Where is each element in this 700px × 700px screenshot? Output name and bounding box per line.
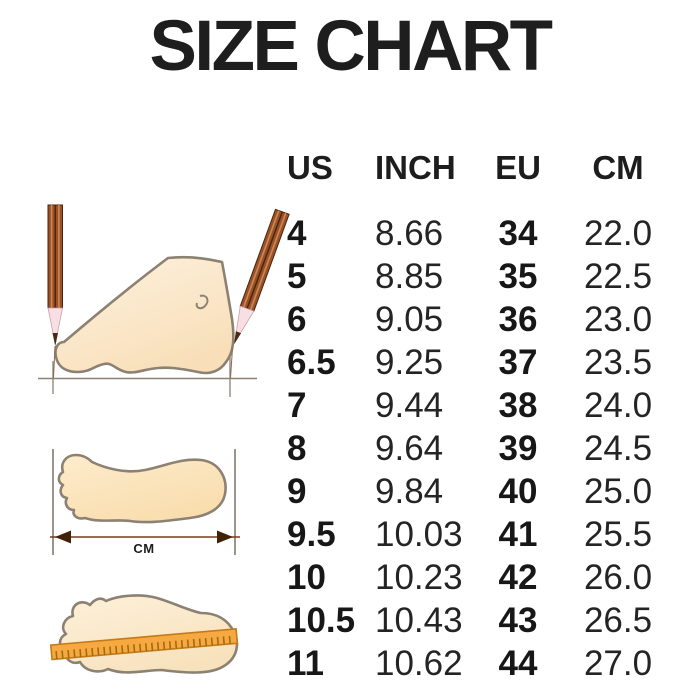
table-row: 8 9.64 39 24.5 <box>278 427 660 470</box>
us-size-cell: 10.5 <box>287 600 356 640</box>
cm-size-cell: 25.0 <box>583 471 653 511</box>
inch-size-cell: 10.62 <box>375 643 463 683</box>
table-row: 10.5 10.43 43 26.5 <box>278 599 660 642</box>
pencil-trace-line <box>230 347 233 379</box>
us-size-cell: 9.5 <box>287 514 336 554</box>
footprint-length-arrow-illustration: CM <box>50 449 240 556</box>
us-size-cell: 7 <box>287 385 307 425</box>
inch-size-cell: 10.43 <box>375 600 463 640</box>
table-row: 6 9.05 36 23.0 <box>278 298 660 341</box>
table-row: 10 10.23 42 26.0 <box>278 556 660 599</box>
eu-size-cell: 38 <box>498 385 538 425</box>
us-size-cell: 10 <box>287 557 326 597</box>
eu-size-cell: 34 <box>498 213 538 253</box>
inch-size-cell: 10.03 <box>375 514 463 554</box>
us-size-cell: 11 <box>287 643 324 683</box>
inch-size-cell: 9.44 <box>375 385 444 425</box>
eu-size-cell: 39 <box>498 428 538 468</box>
eu-size-cell: 37 <box>498 342 538 382</box>
eu-size-cell: 36 <box>498 299 538 339</box>
cm-size-cell: 22.0 <box>583 213 653 253</box>
us-size-cell: 6 <box>287 299 307 339</box>
inch-size-cell: 9.05 <box>375 299 444 339</box>
arrowhead-right <box>217 530 233 544</box>
cm-size-cell: 26.5 <box>583 600 653 640</box>
vertical-pencil-icon <box>47 204 63 379</box>
table-row: 7 9.44 38 24.0 <box>278 384 660 427</box>
column-header-eu: EU <box>495 149 541 186</box>
foot-outline <box>54 255 235 375</box>
table-row: 9.5 10.03 41 25.5 <box>278 513 660 556</box>
table-header-row: US INCH EU CM <box>278 146 660 190</box>
table-row: 4 8.66 34 22.0 <box>278 212 660 255</box>
cm-size-cell: 26.0 <box>583 557 653 597</box>
inch-size-cell: 8.85 <box>375 256 444 296</box>
table-row: 6.5 9.25 37 23.5 <box>278 341 660 384</box>
measure-arrow <box>50 530 240 544</box>
us-size-cell: 6.5 <box>287 342 336 382</box>
inch-size-cell: 9.84 <box>375 471 444 511</box>
inch-size-cell: 9.25 <box>375 342 444 382</box>
column-header-inch: INCH <box>375 149 456 186</box>
angled-pencil-icon <box>234 208 290 345</box>
cm-size-cell: 23.5 <box>583 342 653 382</box>
cm-size-cell: 23.0 <box>583 299 653 339</box>
eu-size-cell: 40 <box>498 471 538 511</box>
eu-size-cell: 43 <box>498 600 538 640</box>
us-size-cell: 8 <box>287 428 307 468</box>
footprint-outline <box>57 453 227 524</box>
size-conversion-table: US INCH EU CM 4 8.66 34 22.0 5 8.85 35 2… <box>278 146 660 685</box>
eu-size-cell: 41 <box>498 514 538 554</box>
page-title: SIZE CHART <box>149 7 554 86</box>
us-size-cell: 9 <box>287 471 307 511</box>
eu-size-cell: 35 <box>498 256 538 296</box>
footprint-ruler-illustration <box>49 594 239 674</box>
eu-size-cell: 42 <box>498 557 538 597</box>
eu-size-cell: 44 <box>498 643 538 683</box>
table-row: 9 9.84 40 25.0 <box>278 470 660 513</box>
table-row: 5 8.85 35 22.5 <box>278 255 660 298</box>
column-header-us: US <box>287 149 333 186</box>
arrowhead-left <box>55 530 71 544</box>
ankle-mark <box>195 294 209 310</box>
ruler-icon <box>49 627 239 661</box>
cm-size-cell: 24.5 <box>583 428 653 468</box>
us-size-cell: 4 <box>287 213 307 253</box>
table-row: 11 10.62 44 27.0 <box>278 642 660 685</box>
us-size-cell: 5 <box>287 256 307 296</box>
cm-size-cell: 22.5 <box>583 256 653 296</box>
inch-size-cell: 8.66 <box>375 213 444 253</box>
inch-size-cell: 10.23 <box>375 557 463 597</box>
cm-arrow-label: CM <box>133 541 154 556</box>
cm-size-cell: 27.0 <box>583 643 653 683</box>
cm-size-cell: 25.5 <box>583 514 653 554</box>
cm-size-cell: 24.0 <box>583 385 653 425</box>
column-header-cm: CM <box>592 149 644 186</box>
foot-side-measure-illustration <box>38 204 290 397</box>
inch-size-cell: 9.64 <box>375 428 444 468</box>
